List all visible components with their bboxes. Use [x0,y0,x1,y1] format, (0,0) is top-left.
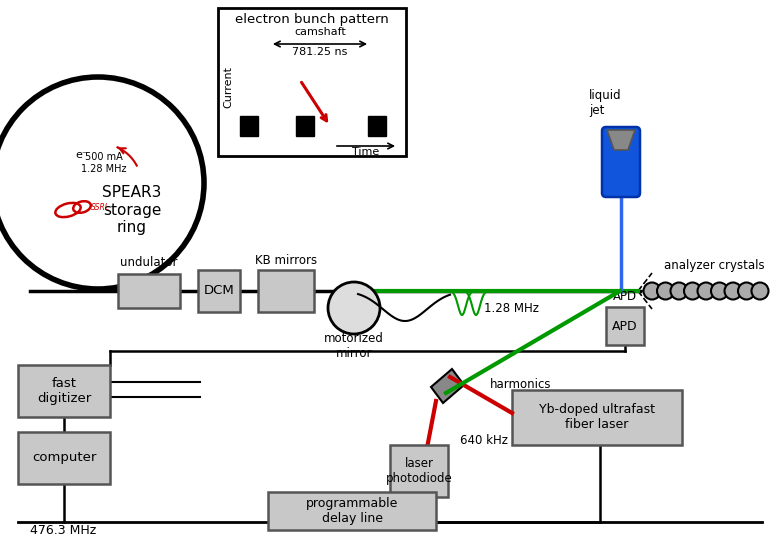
Text: DCM: DCM [204,285,234,298]
Circle shape [698,282,715,300]
Text: Time: Time [352,147,380,157]
Bar [390,445,448,497]
Text: liquid
jet: liquid jet [589,89,622,117]
Bar [18,365,110,417]
Text: 476.3 MHz: 476.3 MHz [30,523,96,536]
Bar [240,116,258,136]
Text: harmonics: harmonics [490,379,551,392]
Circle shape [328,282,380,334]
Bar [218,8,406,156]
Polygon shape [607,130,635,150]
Bar [198,270,240,312]
Text: SPEAR3
storage
ring: SPEAR3 storage ring [103,185,161,235]
Text: e⁻: e⁻ [76,150,88,160]
Bar [268,492,436,530]
Text: 1.28 MHz: 1.28 MHz [485,301,539,315]
Text: 500 mA
1.28 MHz: 500 mA 1.28 MHz [81,152,127,174]
Text: electron bunch pattern: electron bunch pattern [235,13,389,26]
Text: SSRL: SSRL [91,202,110,211]
Text: APD: APD [612,320,638,332]
Text: fast
digitizer: fast digitizer [37,377,91,405]
Text: Current: Current [223,66,233,108]
Circle shape [657,282,674,300]
Polygon shape [431,369,464,403]
Circle shape [644,282,661,300]
Bar [606,307,644,345]
Text: programmable
delay line: programmable delay line [306,497,399,525]
Bar [18,432,110,484]
Text: 640 kHz: 640 kHz [460,434,508,447]
Text: computer: computer [32,451,96,464]
Text: APD: APD [613,289,637,302]
Text: 781.25 ns: 781.25 ns [292,47,348,57]
Circle shape [670,282,687,300]
Circle shape [711,282,728,300]
Text: motorized
mirror: motorized mirror [324,332,384,360]
Text: Yb-doped ultrafast
fiber laser: Yb-doped ultrafast fiber laser [539,404,655,431]
Text: analyzer crystals: analyzer crystals [664,258,764,272]
Bar [296,116,314,136]
Text: KB mirrors: KB mirrors [255,253,317,266]
Bar [368,116,386,136]
Circle shape [724,282,742,300]
Text: laser
photodiode: laser photodiode [385,457,453,485]
Bar [512,390,682,445]
Bar [118,274,180,308]
Bar [258,270,314,312]
Text: undulator: undulator [121,256,178,268]
Circle shape [684,282,701,300]
Text: camshaft: camshaft [294,27,346,37]
Circle shape [738,282,755,300]
FancyBboxPatch shape [602,127,640,197]
Circle shape [752,282,768,300]
